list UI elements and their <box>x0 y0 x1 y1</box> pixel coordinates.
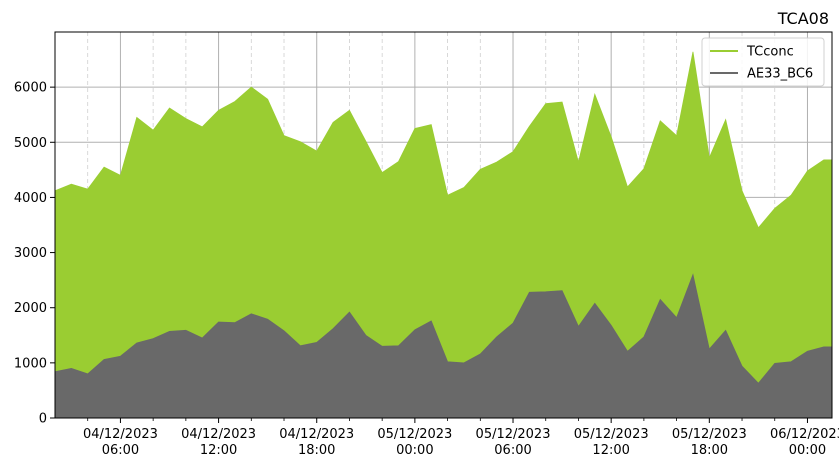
x-tick-label: 05/12/2023 <box>574 427 649 442</box>
x-tick-label: 05/12/2023 <box>476 427 551 442</box>
y-tick-label: 2000 <box>14 301 47 316</box>
y-tick-label: 3000 <box>14 246 47 261</box>
x-tick-label: 00:00 <box>789 443 826 458</box>
y-tick-label: 0 <box>39 412 47 427</box>
area-series <box>54 51 833 419</box>
area-ae33-bc6 <box>54 273 833 419</box>
x-tick-label: 18:00 <box>691 443 728 458</box>
legend-label: AE33_BC6 <box>747 67 813 82</box>
x-tick-label: 12:00 <box>200 443 237 458</box>
x-tick-label: 06:00 <box>102 443 139 458</box>
x-tick-label: 12:00 <box>592 443 629 458</box>
x-tick-label: 04/12/2023 <box>181 427 256 442</box>
x-tick-label: 18:00 <box>298 443 335 458</box>
axis-ticks: 04/12/202306:0004/12/202312:0004/12/2023… <box>14 81 839 458</box>
y-tick-label: 6000 <box>14 81 47 96</box>
y-tick-label: 4000 <box>14 191 47 206</box>
plot-frame <box>54 31 833 419</box>
x-tick-label: 06/12/2023 <box>770 427 839 442</box>
x-tick-label: 05/12/2023 <box>377 427 452 442</box>
legend: TCconc AE33_BC6 <box>701 37 825 87</box>
x-tick-label: 05/12/2023 <box>672 427 747 442</box>
x-tick-label: 00:00 <box>396 443 433 458</box>
chart-title: TCA08 <box>777 9 829 28</box>
y-tick-label: 1000 <box>14 356 47 371</box>
y-tick-label: 5000 <box>14 136 47 151</box>
x-tick-label: 04/12/2023 <box>279 427 354 442</box>
legend-label: TCconc <box>746 45 794 60</box>
x-tick-label: 06:00 <box>494 443 531 458</box>
x-tick-label: 04/12/2023 <box>83 427 158 442</box>
